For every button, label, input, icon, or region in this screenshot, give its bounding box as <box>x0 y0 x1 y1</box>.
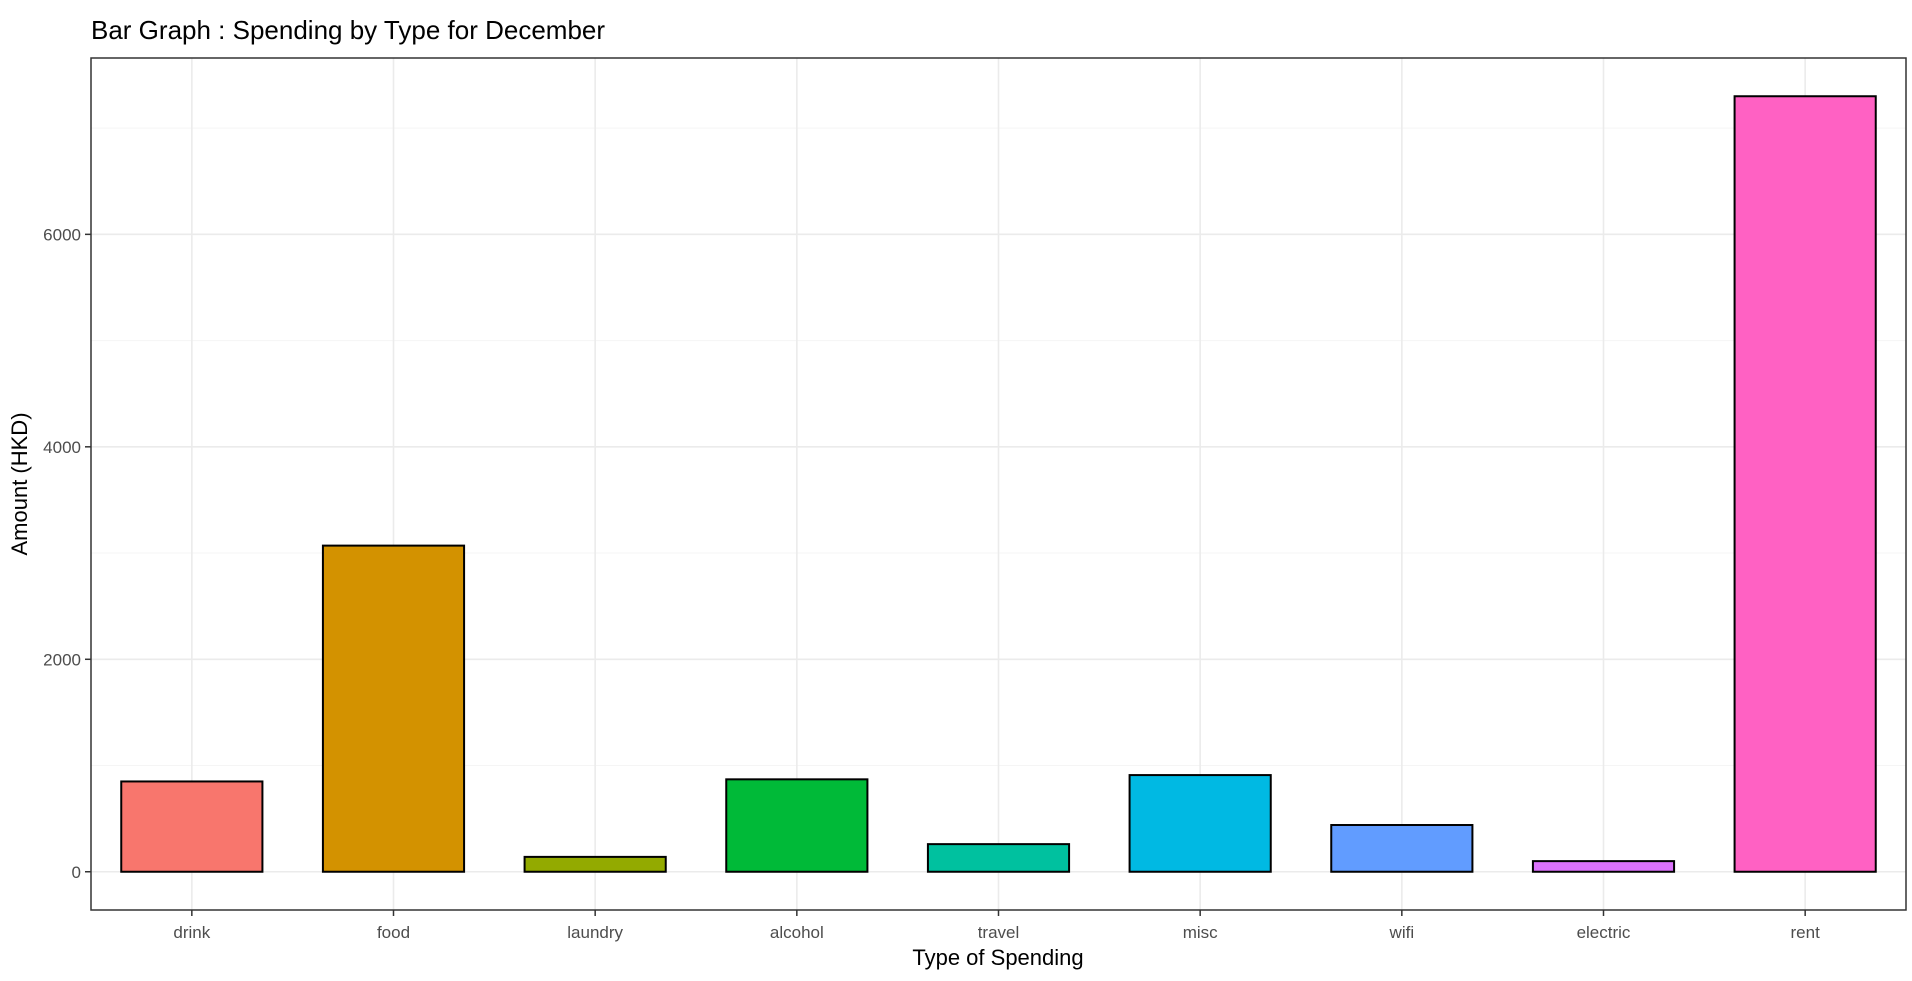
y-tick-label: 6000 <box>43 225 81 244</box>
x-tick-label-alcohol: alcohol <box>770 923 824 942</box>
y-tick-label: 4000 <box>43 438 81 457</box>
y-tick-label: 0 <box>72 863 81 882</box>
bar-electric <box>1531 860 1676 873</box>
y-axis-ticks: 0 2000 4000 6000 <box>43 225 91 882</box>
x-tick-label-electric: electric <box>1577 923 1631 942</box>
bar-food <box>321 544 466 873</box>
bars <box>120 95 1877 873</box>
bar-misc <box>1128 774 1272 873</box>
bar-drink <box>120 780 264 873</box>
bar-rent <box>1733 95 1877 873</box>
x-tick-label-wifi: wifi <box>1389 923 1415 942</box>
y-axis-title: Amount (HKD) <box>7 412 32 555</box>
bar-laundry <box>523 855 667 873</box>
bar-travel <box>926 843 1071 873</box>
x-tick-label-food: food <box>377 923 410 942</box>
y-tick-label: 2000 <box>43 650 81 669</box>
x-tick-label-drink: drink <box>173 923 210 942</box>
bar-alcohol <box>725 778 869 873</box>
x-tick-label-travel: travel <box>978 923 1020 942</box>
x-tick-label-misc: misc <box>1183 923 1218 942</box>
x-tick-label-laundry: laundry <box>567 923 623 942</box>
bar-wifi <box>1330 824 1474 873</box>
x-axis-ticks: drink food laundry alcohol travel misc wifi ele… <box>173 910 1820 942</box>
chart-title: Bar Graph : Spending by Type for Decembe… <box>91 15 605 45</box>
x-axis-title: Type of Spending <box>912 945 1083 970</box>
x-tick-label-rent: rent <box>1791 923 1821 942</box>
